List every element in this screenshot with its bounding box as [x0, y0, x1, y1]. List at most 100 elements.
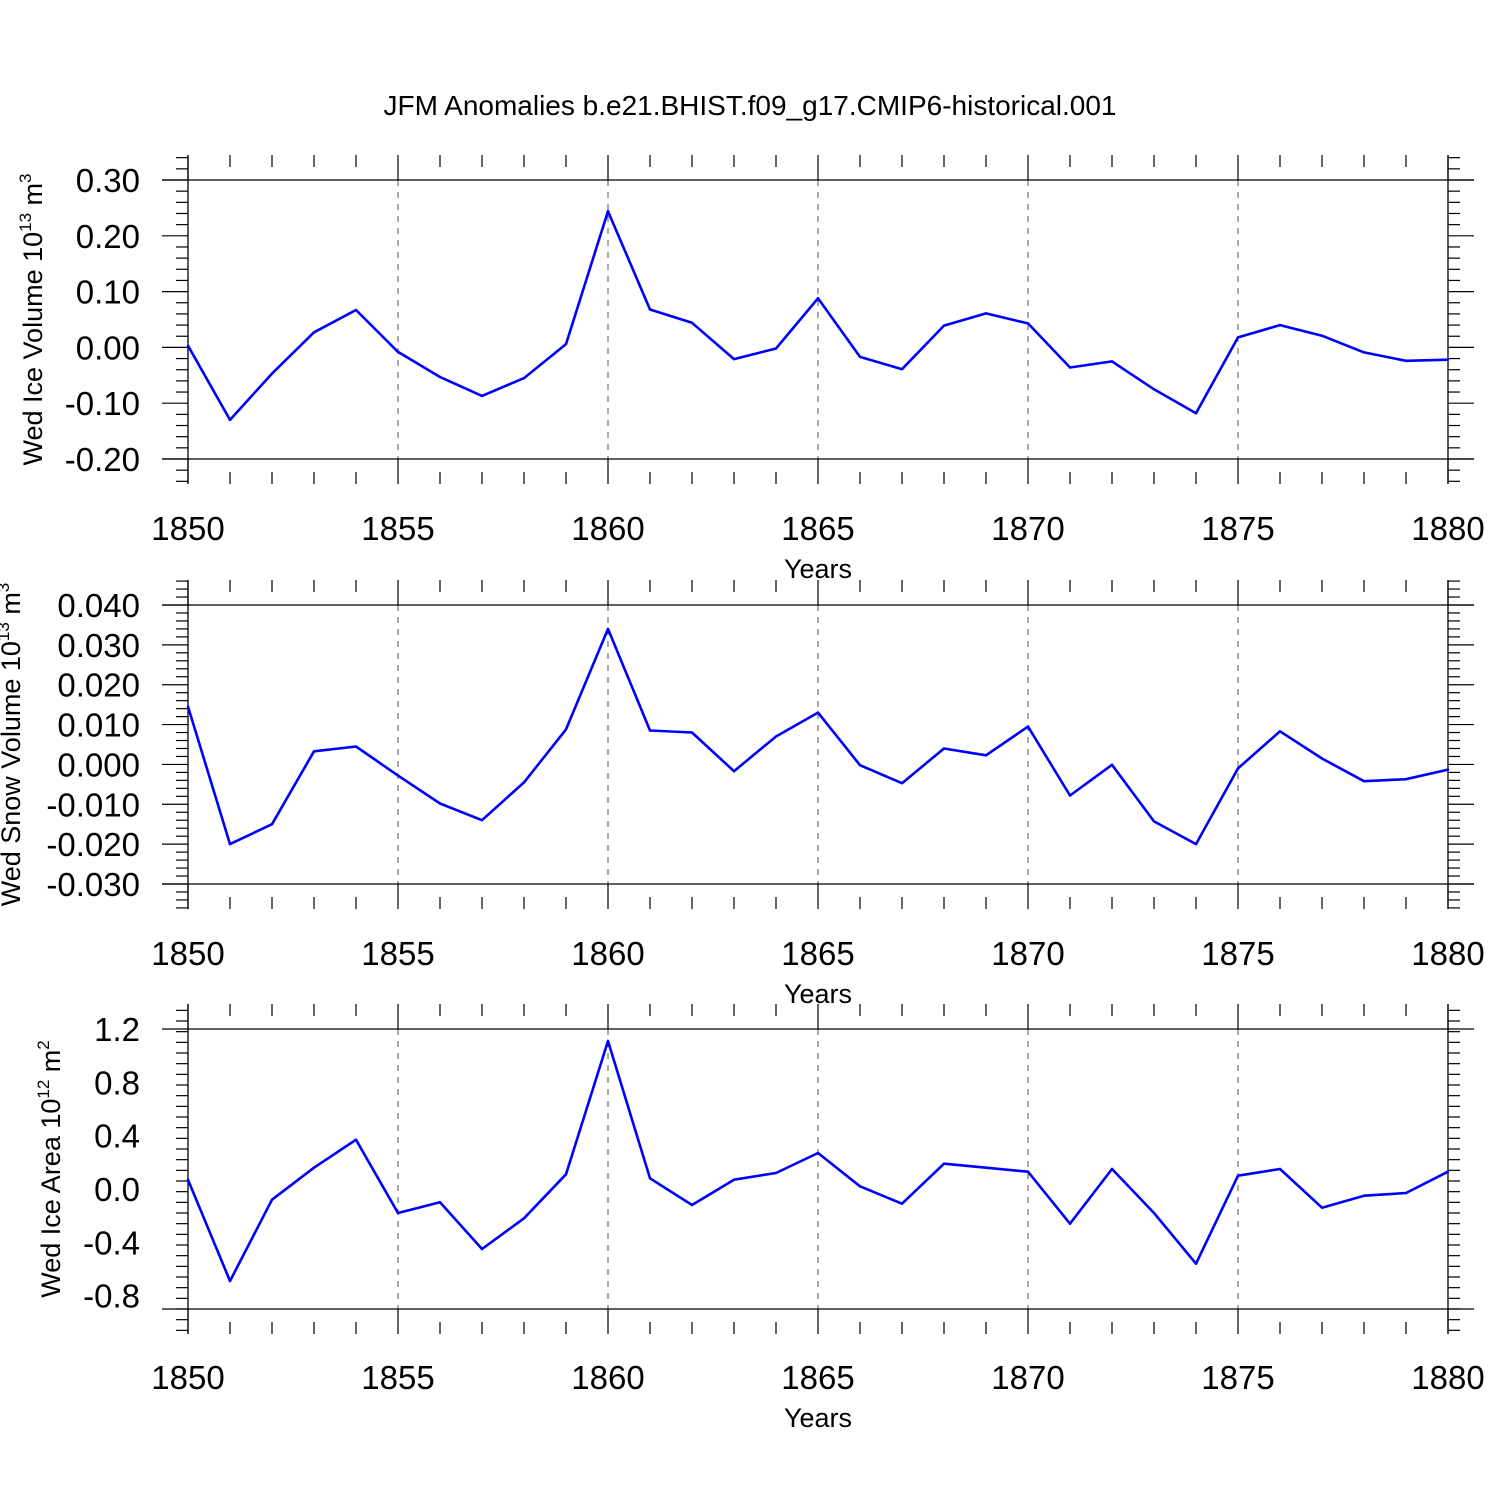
data-point [228, 418, 232, 422]
data-point [1236, 1174, 1240, 1177]
x-tick-label: 1865 [781, 510, 854, 547]
y-axis-title: Wed Ice Area 1012 m2 [34, 1040, 66, 1298]
data-point [354, 1138, 358, 1141]
y-axis-title-text: m [36, 1050, 66, 1080]
data-point [816, 711, 820, 714]
data-point [1320, 757, 1324, 760]
y-tick-label: 0.10 [76, 274, 140, 311]
data-point [606, 627, 610, 631]
data-point [1152, 820, 1156, 823]
data-point [1236, 336, 1240, 339]
y-tick-label: -0.10 [65, 385, 140, 422]
data-point [1152, 1211, 1156, 1215]
y-axis-title-text: m [0, 592, 26, 622]
data-point [984, 754, 988, 757]
x-tick-label: 1860 [571, 1359, 644, 1396]
data-point [312, 331, 316, 334]
x-tick-label: 1865 [781, 935, 854, 972]
y-axis-title: Wed Snow Volume 1013 m3 [0, 583, 26, 907]
y-tick-label: 0.020 [57, 667, 140, 704]
y-tick-label: 0.20 [76, 218, 140, 255]
data-point [1026, 322, 1030, 325]
data-point [1194, 412, 1198, 415]
data-point [900, 1202, 904, 1205]
y-axis-title-text: m [18, 183, 48, 213]
x-tick-label: 1875 [1201, 935, 1274, 972]
y-tick-label: 0.0 [94, 1171, 140, 1208]
chart-panel-1: -0.20 -0.10 0.00 0.10 0.20 0.30 1850 1855 1860 18… [16, 155, 1485, 584]
data-point [564, 1173, 568, 1176]
data-point [690, 731, 694, 734]
x-tick-label: 1850 [151, 935, 224, 972]
y-axis-title-text: Wed Ice Area 10 [36, 1099, 66, 1298]
data-point [942, 747, 946, 750]
y-axis-title-exponent: 13 [16, 213, 35, 232]
data-point [984, 1166, 988, 1169]
chart-panel-3: -0.8 -0.4 0.0 0.4 0.8 1.2 1850 1855 1860 1865 1870… [34, 1004, 1485, 1433]
data-point [648, 1177, 652, 1180]
x-tick-label: 1860 [571, 510, 644, 547]
y-tick-label: -0.010 [46, 786, 140, 823]
data-point [816, 297, 820, 300]
y-tick-label: 0.8 [94, 1064, 140, 1101]
data-point [1446, 768, 1450, 771]
data-point [648, 729, 652, 732]
data-point [354, 308, 358, 312]
data-point [858, 355, 862, 359]
x-tick-label: 1870 [991, 935, 1064, 972]
x-tick-label: 1860 [571, 935, 644, 972]
data-point [438, 375, 442, 379]
y-tick-label: -0.8 [83, 1278, 140, 1315]
data-point [690, 321, 694, 325]
data-point [1110, 763, 1114, 767]
x-tick-label: 1865 [781, 1359, 854, 1396]
data-point [900, 781, 904, 785]
data-point [522, 781, 526, 784]
data-point [984, 312, 988, 315]
data-point [228, 1279, 232, 1283]
data-point [774, 347, 778, 350]
y-axis-title-text: Wed Ice Volume 10 [18, 232, 48, 466]
data-point [606, 1039, 610, 1043]
x-tick-label: 1855 [361, 935, 434, 972]
y-tick-label: 0.000 [57, 746, 140, 783]
data-point [1404, 359, 1408, 362]
data-point [354, 745, 358, 748]
data-point [186, 1178, 190, 1181]
data-point [858, 764, 862, 767]
x-tick-label: 1880 [1411, 1359, 1484, 1396]
data-point [774, 735, 778, 738]
y-axis-title-exponent: 12 [34, 1080, 53, 1099]
chart-panel-2: -0.030-0.020-0.0100.0000.0100.0200.0300.… [0, 580, 1485, 1009]
data-point [942, 324, 946, 327]
y-tick-label: 0.040 [57, 587, 140, 624]
data-point [1404, 777, 1408, 781]
data-point [732, 770, 736, 773]
data-point [1068, 794, 1072, 797]
x-tick-label: 1880 [1411, 510, 1484, 547]
data-point [312, 750, 316, 753]
x-tick-label: 1855 [361, 510, 434, 547]
data-point [564, 728, 568, 731]
data-point [942, 1162, 946, 1165]
data-point [480, 1247, 484, 1251]
data-point [1236, 767, 1240, 770]
y-tick-label: 0.30 [76, 162, 140, 199]
x-tick-label: 1870 [991, 510, 1064, 547]
y-tick-label: -0.4 [83, 1224, 140, 1261]
y-tick-label: -0.030 [46, 866, 140, 903]
data-point [858, 1185, 862, 1188]
x-tick-label: 1875 [1201, 510, 1274, 547]
data-point [270, 1198, 274, 1201]
data-point [900, 367, 904, 371]
data-point [1026, 1170, 1030, 1173]
y-axis-title-exponent: 3 [0, 583, 13, 592]
data-point [480, 819, 484, 822]
data-point [1278, 730, 1282, 733]
data-point [690, 1203, 694, 1207]
data-point [228, 842, 232, 846]
y-axis-title: Wed Ice Volume 1013 m3 [16, 173, 48, 465]
data-point [312, 1166, 316, 1169]
data-point [1446, 1170, 1450, 1173]
